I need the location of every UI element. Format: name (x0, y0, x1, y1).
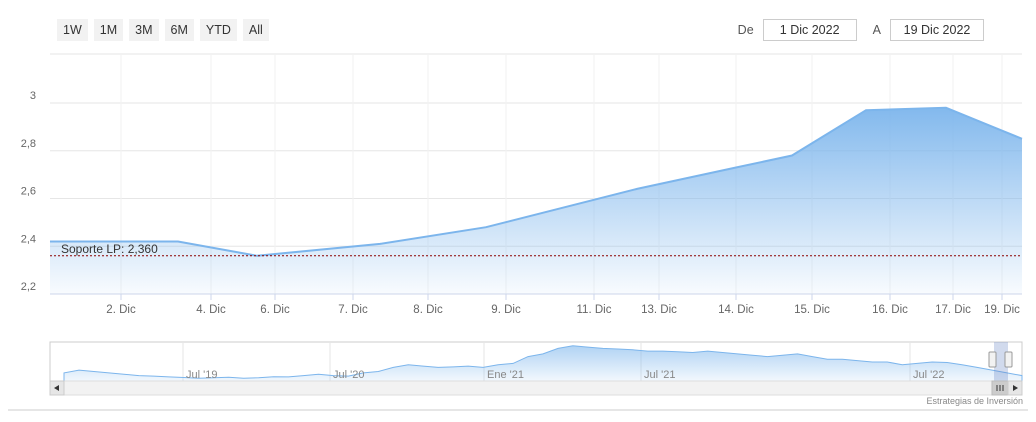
to-date-input[interactable] (890, 19, 984, 41)
x-tick-label: 8. Dic (413, 304, 443, 316)
x-tick-label: 7. Dic (338, 304, 368, 316)
navigator-scrollbar-track[interactable] (49, 380, 1023, 396)
series-area (50, 107, 1022, 294)
range-1m-button[interactable]: 1M (93, 19, 124, 41)
x-axis: 2. Dic 4. Dic 6. Dic 7. Dic 8. Dic 9. Dic 11. … (106, 294, 1020, 316)
x-tick-label: 13. Dic (641, 304, 677, 316)
chevron-right-icon (1013, 385, 1018, 391)
x-tick-label: 19. Dic (984, 304, 1020, 316)
navigator: Jul '19 Jul '20 Ene '21 Jul '21 Jul '22 (49, 341, 1023, 396)
data-points (49, 107, 1023, 256)
from-date-label: De (737, 23, 754, 37)
range-1w-button[interactable]: 1W (57, 19, 88, 41)
y-axis: 2,2 2,4 2,6 2,8 3 (21, 90, 36, 293)
navigator-labels: Jul '19 Jul '20 Ene '21 Jul '21 Jul '22 (186, 369, 944, 381)
range-selector: 1W 1M 3M 6M YTD All (57, 19, 269, 41)
range-3m-button[interactable]: 3M (129, 19, 159, 41)
x-tick-label: 6. Dic (260, 304, 290, 316)
date-range: De A (738, 19, 984, 41)
navigator-selected-range[interactable] (994, 342, 1008, 382)
x-tick-label: 16. Dic (872, 304, 908, 316)
x-tick-label: 17. Dic (935, 304, 971, 316)
x-tick-label: 15. Dic (794, 304, 830, 316)
navigator-series (63, 345, 1023, 382)
y-tick-label: 3 (30, 90, 36, 102)
navigator-label: Jul '20 (333, 369, 364, 381)
range-ytd-button[interactable]: YTD (199, 19, 237, 41)
x-tick-label: 9. Dic (491, 304, 521, 316)
navigator-label: Jul '22 (913, 369, 944, 381)
x-tick-label: 2. Dic (106, 304, 136, 316)
range-6m-button[interactable]: 6M (164, 19, 194, 41)
y-tick-label: 2,2 (21, 281, 36, 293)
credits: Estrategias de Inversión (926, 396, 1023, 406)
navigator-label: Jul '21 (644, 369, 675, 381)
navigator-left-handle[interactable] (988, 351, 997, 368)
y-tick-label: 2,4 (21, 233, 36, 245)
support-label: Soporte LP: 2,360 (61, 242, 158, 256)
grip-icon (996, 385, 1004, 391)
y-tick-label: 2,6 (21, 186, 36, 198)
y-tick-label: 2,8 (21, 138, 36, 150)
x-tick-label: 14. Dic (718, 304, 754, 316)
chevron-left-icon (54, 385, 59, 391)
navigator-label: Jul '19 (186, 369, 217, 381)
from-date-input[interactable] (762, 19, 857, 41)
x-tick-label: 4. Dic (196, 304, 226, 316)
x-tick-label: 11. Dic (577, 304, 612, 316)
navigator-label: Ene '21 (487, 369, 524, 381)
range-all-button[interactable]: All (242, 19, 269, 41)
navigator-right-handle[interactable] (1004, 351, 1013, 368)
to-date-label: A (872, 23, 881, 37)
